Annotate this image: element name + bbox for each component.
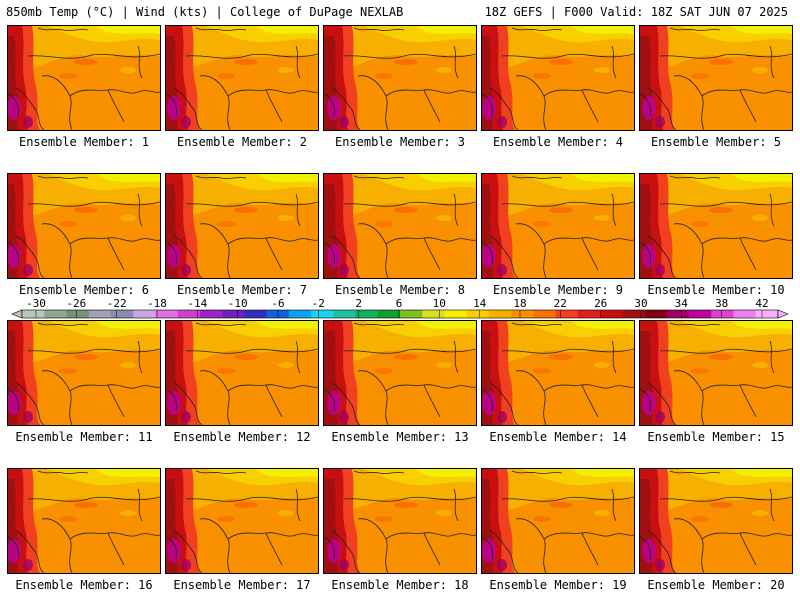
scale-swatch: [533, 310, 556, 318]
scale-swatch: [400, 310, 423, 318]
scale-swatch: [110, 310, 134, 318]
ensemble-member-map: [165, 25, 319, 131]
ensemble-member-label: Ensemble Member: 20: [647, 578, 785, 592]
scale-tick-label: -6: [271, 297, 284, 310]
scale-swatch: [311, 310, 334, 318]
scale-swatch: [666, 310, 690, 318]
scale-swatch: [177, 310, 201, 318]
scale-tick-label: 10: [433, 297, 446, 310]
scale-swatch: [88, 310, 112, 318]
ensemble-member-map: [639, 468, 793, 574]
scale-swatch: [466, 310, 490, 318]
scale-tick-label: -22: [107, 297, 127, 310]
ensemble-member-map: [481, 320, 635, 426]
map-title: 850mb Temp (°C) | Wind (kts) | College o…: [6, 5, 404, 19]
scale-tick-label: 34: [675, 297, 689, 310]
ensemble-member-label: Ensemble Member: 12: [173, 430, 311, 444]
scale-tick-label: 22: [554, 297, 567, 310]
ensemble-member-map: [481, 173, 635, 279]
ensemble-member-label: Ensemble Member: 1: [18, 135, 150, 149]
scale-tick-label: 2: [355, 297, 362, 310]
scale-tick-label: -30: [26, 297, 46, 310]
ensemble-member-map: [639, 173, 793, 279]
ensemble-member-map: [165, 468, 319, 574]
scale-swatch: [689, 310, 712, 318]
scale-swatch: [133, 310, 156, 318]
scale-swatch: [66, 310, 90, 318]
ensemble-member-label: Ensemble Member: 13: [331, 430, 469, 444]
ensemble-member-label: Ensemble Member: 10: [647, 283, 785, 297]
scale-arrow-low: [11, 309, 23, 319]
ensemble-member-label: Ensemble Member: 2: [176, 135, 308, 149]
scale-swatch: [733, 310, 757, 318]
scale-swatch: [222, 310, 245, 318]
ensemble-member-map: [165, 320, 319, 426]
scale-swatch: [711, 310, 734, 318]
scale-swatch: [622, 310, 645, 318]
ensemble-member-label: Ensemble Member: 7: [176, 283, 308, 297]
scale-tick-label: -10: [228, 297, 248, 310]
scale-arrow-high: [777, 309, 789, 319]
scale-swatch: [377, 310, 401, 318]
ensemble-member-label: Ensemble Member: 8: [334, 283, 466, 297]
color-scale-bar: -30 -26 -22 -18 -14 -10 -6 -2 2 6 10 14 18 22 26 30 34 38…: [10, 296, 790, 324]
ensemble-member-map: [323, 173, 477, 279]
ensemble-member-map: [7, 468, 161, 574]
scale-swatch: [644, 310, 668, 318]
ensemble-member-label: Ensemble Member: 15: [647, 430, 785, 444]
scale-swatch: [577, 310, 601, 318]
ensemble-member-map: [639, 25, 793, 131]
scale-swatch: [199, 310, 223, 318]
ensemble-member-map: [7, 320, 161, 426]
ensemble-member-label: Ensemble Member: 9: [492, 283, 624, 297]
ensemble-member-map: [323, 468, 477, 574]
scale-tick-label: -14: [187, 297, 207, 310]
scale-tick-label: -26: [66, 297, 86, 310]
scale-swatch: [755, 310, 779, 318]
ensemble-member-label: Ensemble Member: 11: [15, 430, 153, 444]
ensemble-member-map: [481, 468, 635, 574]
ensemble-member-map: [165, 173, 319, 279]
scale-swatch: [444, 310, 468, 318]
scale-swatch: [488, 310, 512, 318]
scale-swatch: [44, 310, 67, 318]
ensemble-member-map: [7, 173, 161, 279]
scale-tick-label: 14: [473, 297, 487, 310]
scale-tick-label: 42: [755, 297, 768, 310]
scale-tick-label: 38: [715, 297, 728, 310]
valid-time: 18Z GEFS | F000 Valid: 18Z SAT JUN 07 20…: [484, 5, 788, 19]
scale-swatch: [333, 310, 356, 318]
scale-swatch: [600, 310, 623, 318]
ensemble-member-map: [639, 320, 793, 426]
scale-swatch: [355, 310, 379, 318]
scale-swatch: [155, 310, 178, 318]
scale-tick-label: 30: [634, 297, 647, 310]
ensemble-member-label: Ensemble Member: 3: [334, 135, 466, 149]
ensemble-member-label: Ensemble Member: 4: [492, 135, 624, 149]
ensemble-member-map: [323, 25, 477, 131]
ensemble-member-label: Ensemble Member: 6: [18, 283, 150, 297]
ensemble-member-map: [7, 25, 161, 131]
ensemble-member-map: [323, 320, 477, 426]
ensemble-member-label: Ensemble Member: 5: [650, 135, 782, 149]
scale-tick-label: -2: [312, 297, 325, 310]
scale-tick-label: 18: [513, 297, 526, 310]
scale-tick-label: 26: [594, 297, 607, 310]
scale-swatch: [511, 310, 534, 318]
ensemble-member-label: Ensemble Member: 19: [489, 578, 627, 592]
ensemble-member-label: Ensemble Member: 18: [331, 578, 469, 592]
scale-swatch: [422, 310, 445, 318]
scale-swatch: [288, 310, 312, 318]
ensemble-member-label: Ensemble Member: 16: [15, 578, 153, 592]
scale-tick-label: -18: [147, 297, 167, 310]
scale-tick-label: 6: [396, 297, 403, 310]
ensemble-member-label: Ensemble Member: 14: [489, 430, 627, 444]
ensemble-member-label: Ensemble Member: 17: [173, 578, 311, 592]
scale-swatch: [244, 310, 267, 318]
scale-swatch: [555, 310, 579, 318]
scale-swatch: [22, 310, 45, 318]
ensemble-member-map: [481, 25, 635, 131]
